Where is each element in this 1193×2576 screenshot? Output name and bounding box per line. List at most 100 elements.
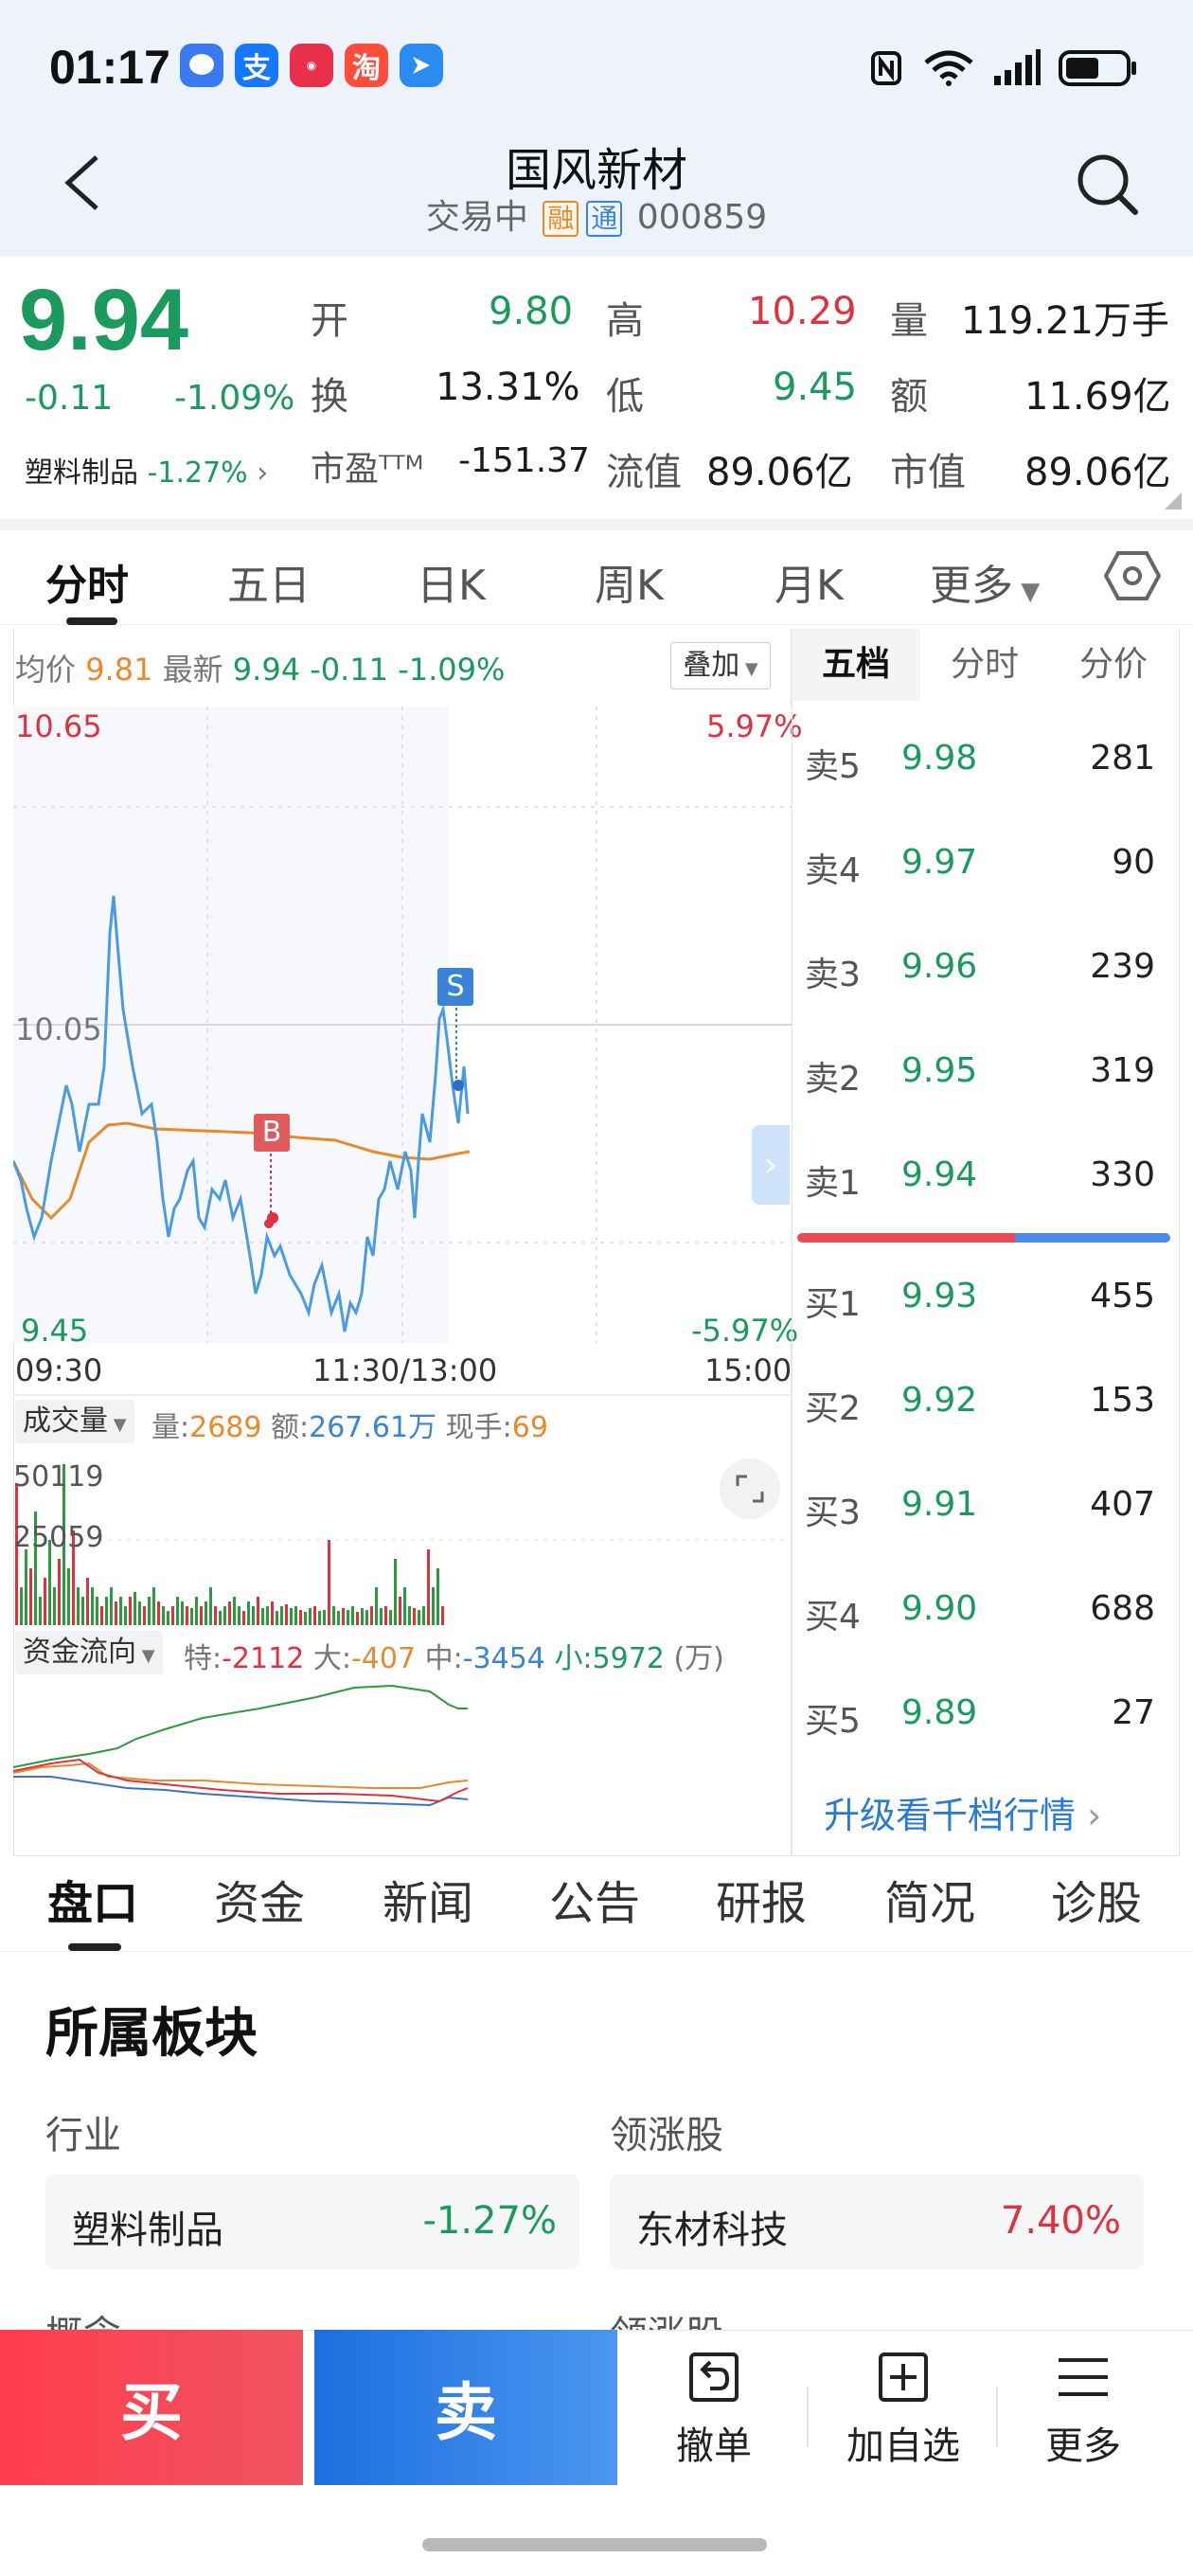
intraday-price-chart bbox=[13, 707, 792, 1343]
volume-bar bbox=[157, 1601, 160, 1625]
chevron-right-icon: › bbox=[1076, 1795, 1102, 1836]
volume-bar bbox=[309, 1608, 312, 1625]
sector-link[interactable]: 塑料制品 -1.27% › bbox=[25, 449, 268, 491]
open-label: 开 bbox=[311, 299, 348, 343]
bid-row[interactable]: 买2 9.92 153 bbox=[792, 1373, 1180, 1430]
tab-announcements[interactable]: 公告 bbox=[549, 1877, 641, 1930]
orderbook-panel bbox=[792, 629, 1180, 1856]
ask-volume: 239 bbox=[1090, 947, 1155, 986]
expand-panel-button[interactable]: › bbox=[752, 1125, 790, 1205]
ask-row[interactable]: 卖4 9.97 90 bbox=[792, 835, 1180, 892]
tab-weekly-k[interactable]: 周K bbox=[595, 562, 664, 610]
volume-selector-label: 成交量 bbox=[23, 1404, 108, 1438]
sell-button[interactable]: 卖 bbox=[314, 2330, 617, 2485]
tab-monthly-k[interactable]: 月K bbox=[775, 562, 844, 610]
tab-research[interactable]: 研报 bbox=[716, 1877, 808, 1930]
amount-value: 11.69亿 bbox=[1024, 375, 1171, 419]
sector-name: 塑料制品 bbox=[25, 456, 138, 490]
bid-volume: 153 bbox=[1090, 1381, 1155, 1420]
divider bbox=[13, 1394, 792, 1396]
volume-bar bbox=[100, 1606, 103, 1625]
flow-zhong-label: 中: bbox=[424, 1642, 463, 1675]
volume-bar bbox=[380, 1608, 383, 1625]
bid-row[interactable]: 买1 9.93 455 bbox=[792, 1269, 1180, 1326]
industry-card[interactable]: 塑料制品 -1.27% bbox=[45, 2174, 579, 2269]
volume-selector[interactable]: 成交量 ▼ bbox=[15, 1400, 134, 1443]
overlay-button[interactable]: 叠加 ▼ bbox=[670, 642, 771, 689]
volume-bar bbox=[48, 1540, 51, 1625]
tab-orderbook-price[interactable]: 分价 bbox=[1078, 645, 1148, 684]
volume-bar bbox=[332, 1606, 335, 1625]
volume-bar bbox=[67, 1568, 70, 1625]
volume-bar bbox=[81, 1597, 84, 1625]
tab-more-label: 更多 bbox=[930, 562, 1013, 610]
cancel-order-button[interactable]: 撤单 bbox=[629, 2349, 799, 2481]
tab-news[interactable]: 新闻 bbox=[383, 1877, 474, 1930]
settings-button[interactable] bbox=[1103, 547, 1162, 608]
divider bbox=[0, 1951, 1193, 1952]
back-button[interactable] bbox=[57, 150, 114, 216]
buy-button[interactable]: 买 bbox=[0, 2330, 303, 2485]
lead-stock-card[interactable]: 东材科技 7.40% bbox=[610, 2174, 1144, 2269]
volume-bar bbox=[337, 1611, 340, 1625]
tab-more[interactable]: 更多 ▼ bbox=[930, 551, 1040, 612]
bid-row[interactable]: 买3 9.91 407 bbox=[792, 1477, 1180, 1534]
tab-handicap[interactable]: 盘口 bbox=[47, 1877, 139, 1930]
fund-flow-selector[interactable]: 资金流向 ▼ bbox=[15, 1631, 163, 1674]
add-watchlist-button[interactable]: 加自选 bbox=[818, 2349, 988, 2481]
volume-bar bbox=[403, 1587, 406, 1625]
bid-row[interactable]: 买4 9.90 688 bbox=[792, 1582, 1180, 1638]
search-icon bbox=[1077, 154, 1138, 215]
price-change-pct: -1.09% bbox=[174, 379, 295, 418]
bid-row[interactable]: 买5 9.89 27 bbox=[792, 1686, 1180, 1743]
volume-bar bbox=[271, 1601, 274, 1625]
tab-diagnosis[interactable]: 诊股 bbox=[1051, 1877, 1143, 1930]
volume-bar bbox=[205, 1601, 207, 1625]
volume-bar bbox=[44, 1578, 46, 1625]
upgrade-label: 升级看千档行情 bbox=[824, 1795, 1077, 1836]
expand-corner-icon[interactable] bbox=[1165, 492, 1182, 510]
tab-profile[interactable]: 简况 bbox=[884, 1877, 976, 1930]
volume-bar bbox=[119, 1597, 122, 1625]
time-mid: 11:30/13:00 bbox=[312, 1352, 498, 1388]
search-button[interactable] bbox=[1075, 152, 1141, 218]
upgrade-orderbook-link[interactable]: 升级看千档行情 › bbox=[824, 1786, 1101, 1838]
volume-bar bbox=[105, 1597, 108, 1625]
volume-bar bbox=[129, 1597, 132, 1625]
sell-marker[interactable]: S bbox=[437, 968, 473, 1006]
y-axis-bottom: 9.45 bbox=[21, 1313, 89, 1349]
float-cap-label: 流值 bbox=[606, 451, 682, 494]
volume-bar bbox=[408, 1606, 411, 1625]
tab-orderbook-ticks[interactable]: 分时 bbox=[950, 645, 1019, 684]
tab-funds[interactable]: 资金 bbox=[214, 1877, 306, 1930]
app-gallery-icon: ◉ bbox=[290, 44, 333, 87]
volume-bar bbox=[261, 1608, 264, 1625]
low-value: 9.45 bbox=[773, 366, 858, 409]
ask-row[interactable]: 卖2 9.95 319 bbox=[792, 1044, 1180, 1100]
ask-row[interactable]: 卖1 9.94 330 bbox=[792, 1148, 1180, 1205]
volume-bar bbox=[342, 1608, 345, 1625]
tab-orderbook-level5[interactable]: 五档 bbox=[792, 629, 920, 701]
fullscreen-button[interactable] bbox=[720, 1458, 780, 1519]
ask-row[interactable]: 卖3 9.96 239 bbox=[792, 939, 1180, 996]
concept-label: 概念 bbox=[45, 2305, 121, 2332]
volume-bar bbox=[365, 1610, 368, 1625]
volume-bar bbox=[285, 1604, 288, 1625]
latest-label: 最新 bbox=[162, 652, 223, 688]
volume-bar bbox=[200, 1606, 203, 1625]
bid-level-label: 买3 bbox=[805, 1494, 861, 1532]
volume-bar bbox=[328, 1540, 330, 1625]
volume-bar bbox=[29, 1568, 32, 1625]
tab-daily-k[interactable]: 日K bbox=[417, 562, 486, 610]
buy-marker[interactable]: B bbox=[254, 1114, 290, 1152]
bid-price: 9.92 bbox=[901, 1381, 978, 1420]
more-button[interactable]: 更多 bbox=[998, 2349, 1168, 2481]
tab-intraday[interactable]: 分时 bbox=[45, 562, 129, 610]
flow-da-label: 大: bbox=[312, 1642, 351, 1675]
volume-value: 119.21万手 bbox=[961, 299, 1169, 343]
volume-bar bbox=[86, 1578, 89, 1625]
flow-da: -407 bbox=[350, 1642, 417, 1675]
volume-bar bbox=[134, 1592, 136, 1625]
tab-five-day[interactable]: 五日 bbox=[227, 562, 311, 610]
ask-row[interactable]: 卖5 9.98 281 bbox=[792, 731, 1180, 788]
